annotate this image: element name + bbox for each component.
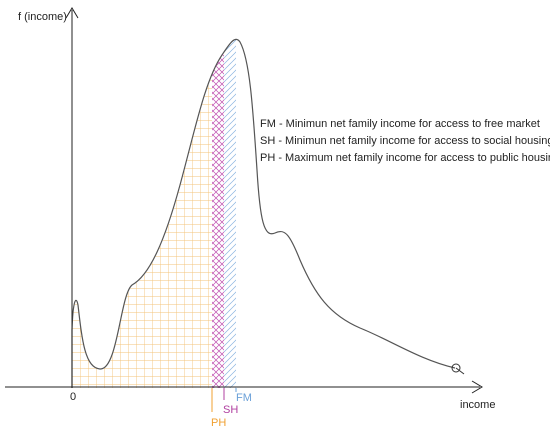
ph-area [72,39,212,388]
origin-label: 0 [70,391,76,403]
ph-label: PH [211,417,226,429]
y-axis-label: f (income) [18,11,67,23]
shaded-areas [72,39,236,388]
legend-line: SH - Minimun net family income for acces… [260,135,550,147]
fm-label: FM [236,392,252,404]
sh-label: SH [223,404,238,416]
y-arrow [65,7,79,19]
legend-line: FM - Minimun net family income for acces… [260,118,540,130]
sh-area [212,39,224,388]
x-axis-label: income [460,399,495,411]
legend-line: PH - Maximum net family income for acces… [260,152,550,164]
x-arrow [471,380,483,394]
fm-area [224,39,236,388]
curve-end-tick [455,367,465,375]
curve-end [451,363,461,373]
distribution-curve [71,38,456,388]
